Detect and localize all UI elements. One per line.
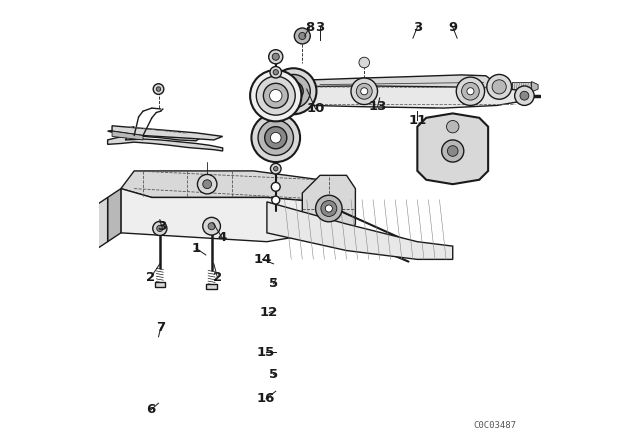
Polygon shape [276, 86, 528, 108]
Circle shape [361, 88, 368, 95]
Circle shape [258, 120, 294, 155]
Text: 12: 12 [260, 306, 278, 319]
Circle shape [270, 66, 282, 78]
Circle shape [273, 167, 278, 171]
Circle shape [325, 205, 332, 212]
Polygon shape [206, 284, 217, 289]
Text: C0C03487: C0C03487 [473, 421, 516, 430]
Circle shape [356, 83, 372, 99]
Circle shape [284, 82, 303, 101]
Circle shape [487, 74, 511, 99]
Circle shape [271, 164, 281, 174]
Circle shape [203, 217, 220, 235]
Text: 3: 3 [413, 21, 422, 34]
Text: 5: 5 [269, 368, 278, 381]
Circle shape [492, 80, 506, 94]
Text: 13: 13 [369, 100, 387, 113]
Circle shape [520, 91, 529, 100]
Text: 2: 2 [147, 271, 156, 284]
Polygon shape [121, 189, 338, 242]
Circle shape [264, 83, 288, 108]
Circle shape [271, 182, 280, 191]
Circle shape [272, 196, 280, 204]
Circle shape [157, 225, 163, 232]
Text: 2: 2 [212, 271, 222, 284]
Circle shape [256, 76, 295, 115]
Polygon shape [108, 127, 223, 151]
Circle shape [276, 74, 310, 108]
Text: 4: 4 [217, 231, 227, 244]
Text: 3: 3 [157, 220, 166, 233]
Text: 16: 16 [257, 392, 275, 405]
Circle shape [351, 78, 378, 104]
Circle shape [316, 195, 342, 222]
Circle shape [515, 86, 534, 105]
Polygon shape [417, 113, 488, 184]
Circle shape [289, 87, 298, 96]
Text: 10: 10 [307, 103, 324, 116]
Polygon shape [531, 82, 538, 92]
Polygon shape [121, 171, 338, 202]
Text: 1: 1 [191, 242, 201, 255]
Polygon shape [302, 175, 355, 242]
Polygon shape [302, 75, 495, 108]
Circle shape [467, 88, 474, 95]
Polygon shape [112, 131, 143, 140]
Text: 11: 11 [408, 113, 426, 126]
Polygon shape [94, 198, 108, 250]
Text: 5: 5 [269, 277, 278, 290]
Polygon shape [112, 126, 223, 140]
Circle shape [299, 32, 306, 39]
Circle shape [271, 133, 281, 143]
Circle shape [269, 90, 282, 102]
Circle shape [265, 127, 287, 149]
Text: 3: 3 [316, 21, 324, 34]
Polygon shape [108, 189, 121, 242]
Circle shape [294, 28, 310, 44]
Polygon shape [154, 281, 165, 287]
Polygon shape [511, 82, 532, 91]
Circle shape [359, 57, 369, 68]
Circle shape [252, 113, 300, 162]
Circle shape [208, 223, 215, 230]
Polygon shape [267, 202, 452, 259]
Circle shape [156, 87, 161, 91]
Circle shape [273, 69, 278, 75]
Circle shape [272, 53, 279, 60]
Circle shape [269, 50, 283, 64]
Text: 6: 6 [147, 403, 156, 416]
Text: 8: 8 [305, 21, 314, 34]
Text: 7: 7 [156, 322, 165, 335]
Circle shape [198, 174, 217, 194]
Circle shape [456, 77, 484, 105]
Text: 14: 14 [253, 253, 271, 266]
Circle shape [442, 140, 464, 162]
Text: 9: 9 [448, 21, 458, 34]
Circle shape [461, 82, 479, 100]
Circle shape [321, 201, 337, 216]
Circle shape [447, 121, 459, 133]
Circle shape [153, 84, 164, 95]
Circle shape [447, 146, 458, 156]
Circle shape [153, 221, 167, 236]
Text: 15: 15 [257, 346, 275, 359]
Circle shape [271, 68, 316, 114]
Circle shape [250, 70, 301, 121]
Circle shape [203, 180, 212, 189]
